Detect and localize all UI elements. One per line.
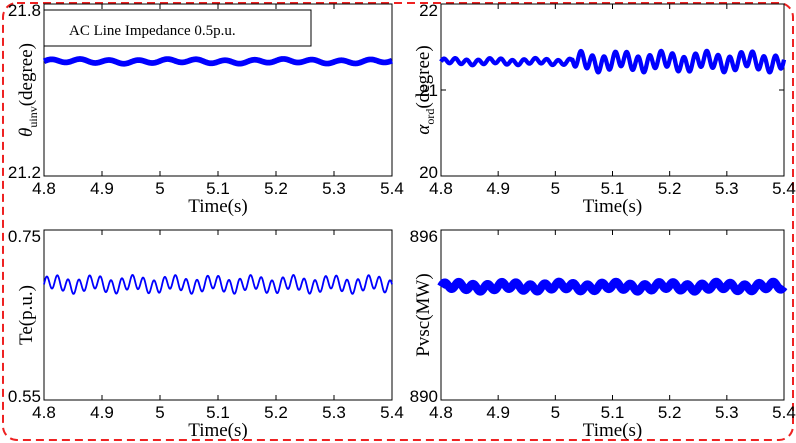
x-axis-title: Time(s) [188,420,247,441]
series-line-te [43,274,393,295]
x-tick-label: 5 [155,179,164,198]
y-axis-title: Pvsc(MW) [413,273,434,356]
x-tick-label: 5.2 [658,403,682,422]
x-tick-label: 5.1 [206,403,230,422]
x-tick-label: 5.1 [206,179,230,198]
plot-area-pvsc [440,229,785,401]
x-tick-label: 5.2 [264,403,288,422]
chart-te: 4.8 4.9 5 5.1 5.2 5.3 5.4 0.55 0.75 Time(s) Te(p.u… [8,227,404,441]
y-axis-title-main: α [413,124,434,135]
y-axis-title: θuinv(degree) [16,43,40,137]
chart-pvsc: 4.8 4.9 5 5.1 5.2 5.3 5.4 890 896 Time(s) Pvsc(MW) [410,227,796,441]
y-axis-title-main: Pvsc(MW) [413,273,434,356]
x-tick-label: 5 [551,179,560,198]
y-tick-label: 0.55 [8,387,41,406]
x-tick-label: 4.9 [486,179,510,198]
series-line-pvsc [437,277,788,296]
legend-text: AC Line Impedance 0.5p.u. [69,23,236,39]
x-axis-title: Time(s) [188,196,247,217]
y-axis-title-subscript: ord [423,109,437,125]
plot-area-alpha [440,3,785,177]
x-tick-label: 4.8 [32,403,56,422]
y-tick-label: 21.8 [8,1,41,20]
x-axis-title: Time(s) [583,196,642,217]
y-axis-title-subscript: uinv [26,106,40,127]
x-tick-label: 5.2 [658,179,682,198]
x-tick-label: 4.9 [486,403,510,422]
x-tick-label: 4.8 [32,179,56,198]
y-axis-title-main: θ [16,128,37,137]
y-tick-label: 21 [419,81,438,100]
y-axis-title: Te(p.u.) [16,285,37,345]
y-tick-label: 20 [419,163,438,182]
y-axis-title-unit: (degree) [413,45,434,108]
x-tick-label: 5.4 [380,403,404,422]
y-axis-title: αord(degree) [413,45,437,134]
y-axis-title-unit: (degree) [16,43,37,106]
x-axis-title: Time(s) [583,420,642,441]
x-tick-label: 4.8 [429,403,453,422]
chart-alpha: 4.8 4.9 5 5.1 5.2 5.3 5.4 20 21 22 Time(s) αord(deg… [413,1,796,217]
x-tick-label: 4.8 [429,179,453,198]
plot-area-te [43,229,393,401]
y-axis-title-main: Te(p.u.) [16,285,37,345]
series-line-theta [41,56,395,67]
y-tick-label: 0.75 [8,227,41,246]
y-tick-label: 896 [410,227,438,246]
x-tick-label: 5.3 [322,179,346,198]
x-tick-label: 5.3 [322,403,346,422]
series-line-alpha [439,48,787,75]
x-tick-label: 4.9 [90,403,114,422]
y-tick-label: 22 [419,1,438,20]
x-tick-label: 5.2 [264,179,288,198]
x-tick-label: 5.3 [715,403,739,422]
x-tick-label: 5.4 [380,179,404,198]
x-tick-label: 5.3 [715,179,739,198]
y-tick-label: 21.2 [8,163,41,182]
x-tick-label: 4.9 [90,179,114,198]
legend-box [43,9,312,47]
y-tick-label: 890 [410,387,438,406]
x-tick-label: 5 [551,403,560,422]
x-tick-label: 5.4 [772,403,796,422]
x-tick-label: 5.1 [601,179,625,198]
x-tick-label: 5.1 [601,403,625,422]
x-tick-label: 5.4 [772,179,796,198]
x-tick-label: 5 [155,403,164,422]
chart-theta: 4.8 4.9 5 5.1 5.2 5.3 5.4 21.2 21.8 Time(s) θuinv(… [8,1,404,217]
